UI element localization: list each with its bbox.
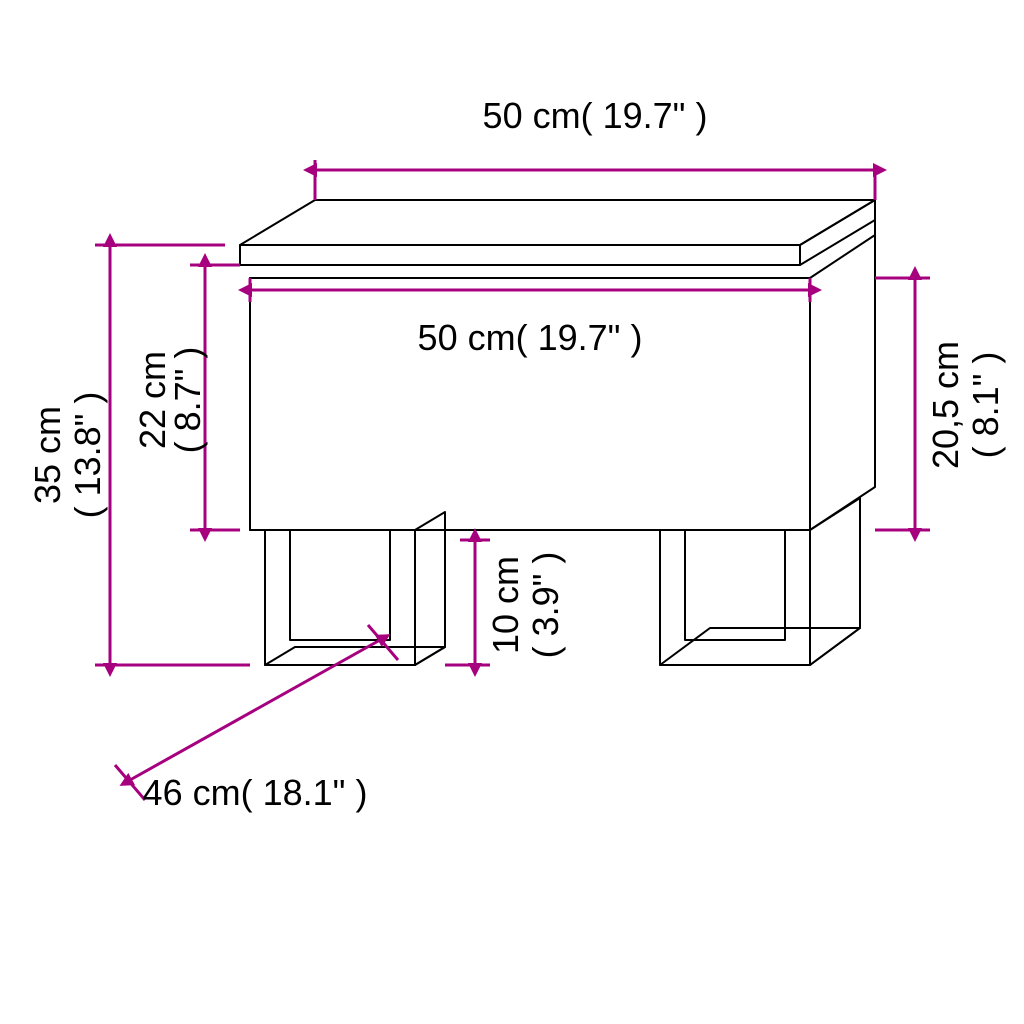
dimension-diagram: 50 cm( 19.7" ) 50 cm( 19.7" ) 35 cm ( 13… xyxy=(0,0,1024,1024)
label-leg-height-in: ( 3.9" ) xyxy=(525,552,566,659)
dim-drawer-height xyxy=(875,278,930,530)
label-total-height-cm: 35 cm xyxy=(27,406,68,504)
label-body-height-in: ( 8.7" ) xyxy=(167,347,208,454)
label-leg-height-cm: 10 cm xyxy=(485,556,526,654)
label-drawer-height-in: ( 8.1" ) xyxy=(965,352,1006,459)
dim-leg-height xyxy=(445,540,490,665)
label-depth: 46 cm( 18.1" ) xyxy=(143,772,368,813)
dim-top-width xyxy=(315,170,875,200)
label-drawer-width: 50 cm( 19.7" ) xyxy=(418,317,643,358)
dim-total-height xyxy=(95,245,250,665)
label-drawer-height-cm: 20,5 cm xyxy=(925,341,966,469)
label-top-width: 50 cm( 19.7" ) xyxy=(483,95,708,136)
label-total-height-in: ( 13.8" ) xyxy=(67,392,108,519)
dim-drawer-width xyxy=(250,278,810,302)
dimension-labels: 50 cm( 19.7" ) 50 cm( 19.7" ) 35 cm ( 13… xyxy=(27,95,1006,813)
